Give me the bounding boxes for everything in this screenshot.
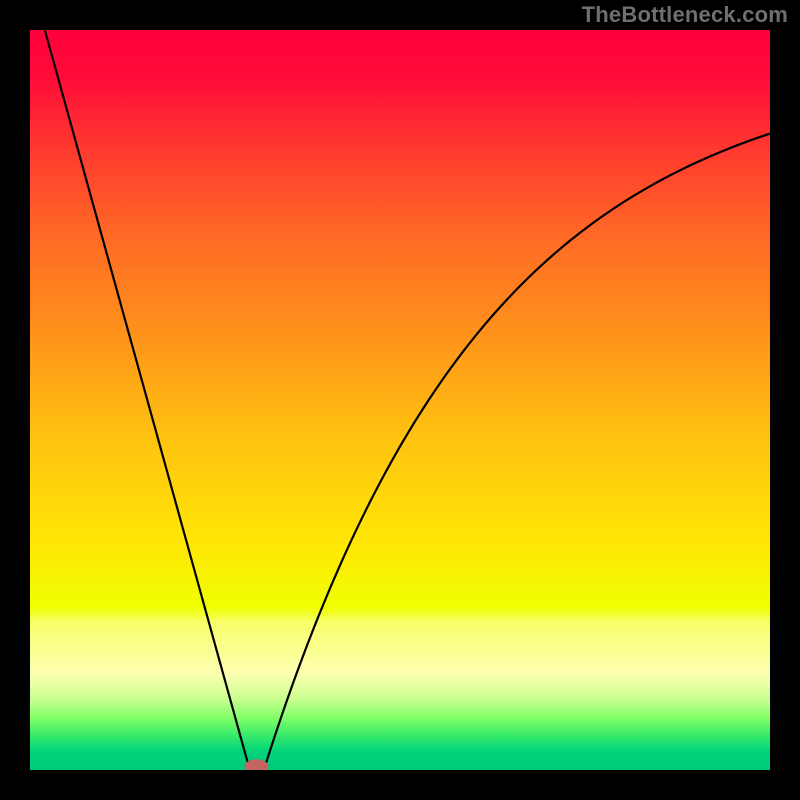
plot-area (30, 30, 770, 770)
watermark-text: TheBottleneck.com (582, 2, 788, 28)
gradient-background (30, 30, 770, 770)
chart-svg (30, 30, 770, 770)
